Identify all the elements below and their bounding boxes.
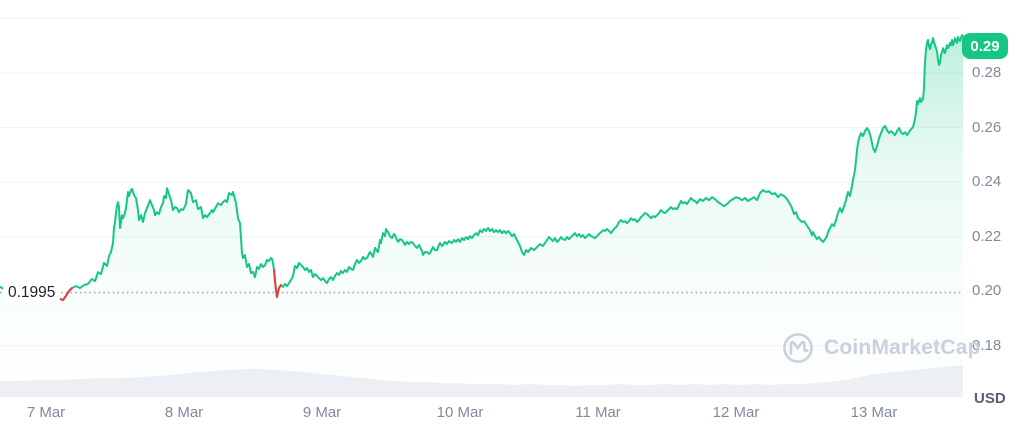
x-axis-label: 9 Mar: [302, 404, 342, 421]
coinmarketcap-logo-icon: [783, 333, 813, 363]
y-axis-label: 0.26: [972, 119, 1002, 136]
price-area-fill: [0, 35, 963, 397]
x-axis-label: 12 Mar: [712, 404, 760, 421]
y-axis-label: 0.22: [972, 228, 1002, 245]
watermark-text: CoinMarketCap: [824, 336, 981, 359]
x-axis-label: 10 Mar: [436, 404, 484, 421]
price-line-below-reference: [273, 269, 282, 298]
y-axis-label: 0.18: [972, 337, 1002, 354]
x-axis-label: 11 Mar: [575, 404, 621, 421]
x-axis-label: 8 Mar: [164, 404, 204, 421]
x-axis-label: 13 Mar: [850, 404, 898, 421]
x-axis-label: 7 Mar: [26, 404, 66, 421]
y-axis-label: 0.24: [972, 173, 1002, 190]
price-line: [0, 34, 964, 301]
coinmarketcap-watermark: CoinMarketCap: [781, 331, 981, 365]
y-axis-unit-label: USD: [974, 390, 1006, 407]
reference-price-label: 0.1995: [3, 283, 61, 303]
y-axis-label: 0.20: [972, 282, 1002, 299]
current-price-badge: 0.29: [962, 33, 1008, 59]
y-axis-label: 0.28: [972, 64, 1002, 81]
